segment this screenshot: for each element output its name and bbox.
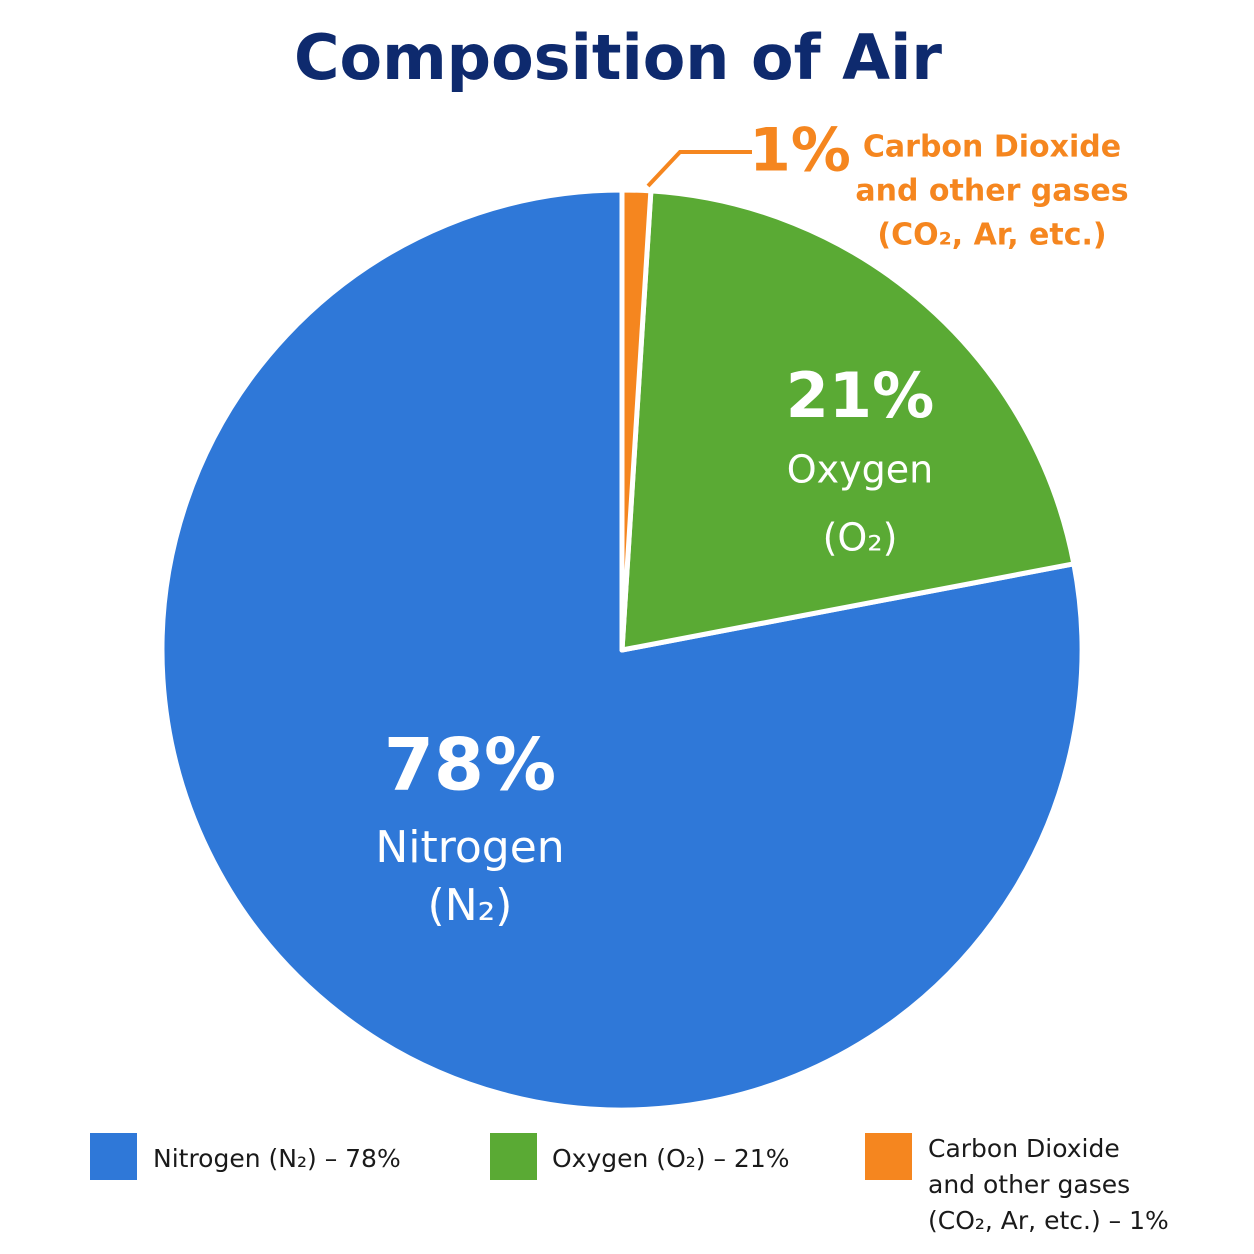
slice-label: (CO₂, Ar, etc.) bbox=[877, 218, 1106, 253]
chart-title: Composition of Air bbox=[294, 21, 942, 94]
slice-label: Carbon Dioxide bbox=[863, 130, 1121, 165]
legend-label: Oxygen (O₂) – 21% bbox=[552, 1144, 789, 1173]
value-label: 78% bbox=[384, 723, 556, 807]
slice-label: Oxygen bbox=[787, 448, 933, 492]
pie-slice bbox=[619, 188, 1077, 653]
value-label: 21% bbox=[786, 359, 934, 432]
slice-label: (O₂) bbox=[823, 516, 898, 560]
pie-slice bbox=[619, 187, 654, 653]
legend-swatch bbox=[490, 1133, 537, 1180]
value-label: 1% bbox=[749, 116, 851, 186]
legend-swatch bbox=[90, 1133, 137, 1180]
pie-slice bbox=[159, 187, 1085, 1113]
slice-label: (N₂) bbox=[428, 880, 513, 931]
legend-label: (CO₂, Ar, etc.) – 1% bbox=[928, 1206, 1169, 1235]
slice-label: and other gases bbox=[855, 174, 1128, 209]
legend-label: Carbon Dioxide bbox=[928, 1134, 1120, 1163]
slice-label: Nitrogen bbox=[375, 822, 564, 873]
legend-label: Nitrogen (N₂) – 78% bbox=[153, 1144, 401, 1173]
legend-swatch bbox=[865, 1133, 912, 1180]
callout-line bbox=[646, 150, 752, 188]
legend-label: and other gases bbox=[928, 1170, 1130, 1199]
